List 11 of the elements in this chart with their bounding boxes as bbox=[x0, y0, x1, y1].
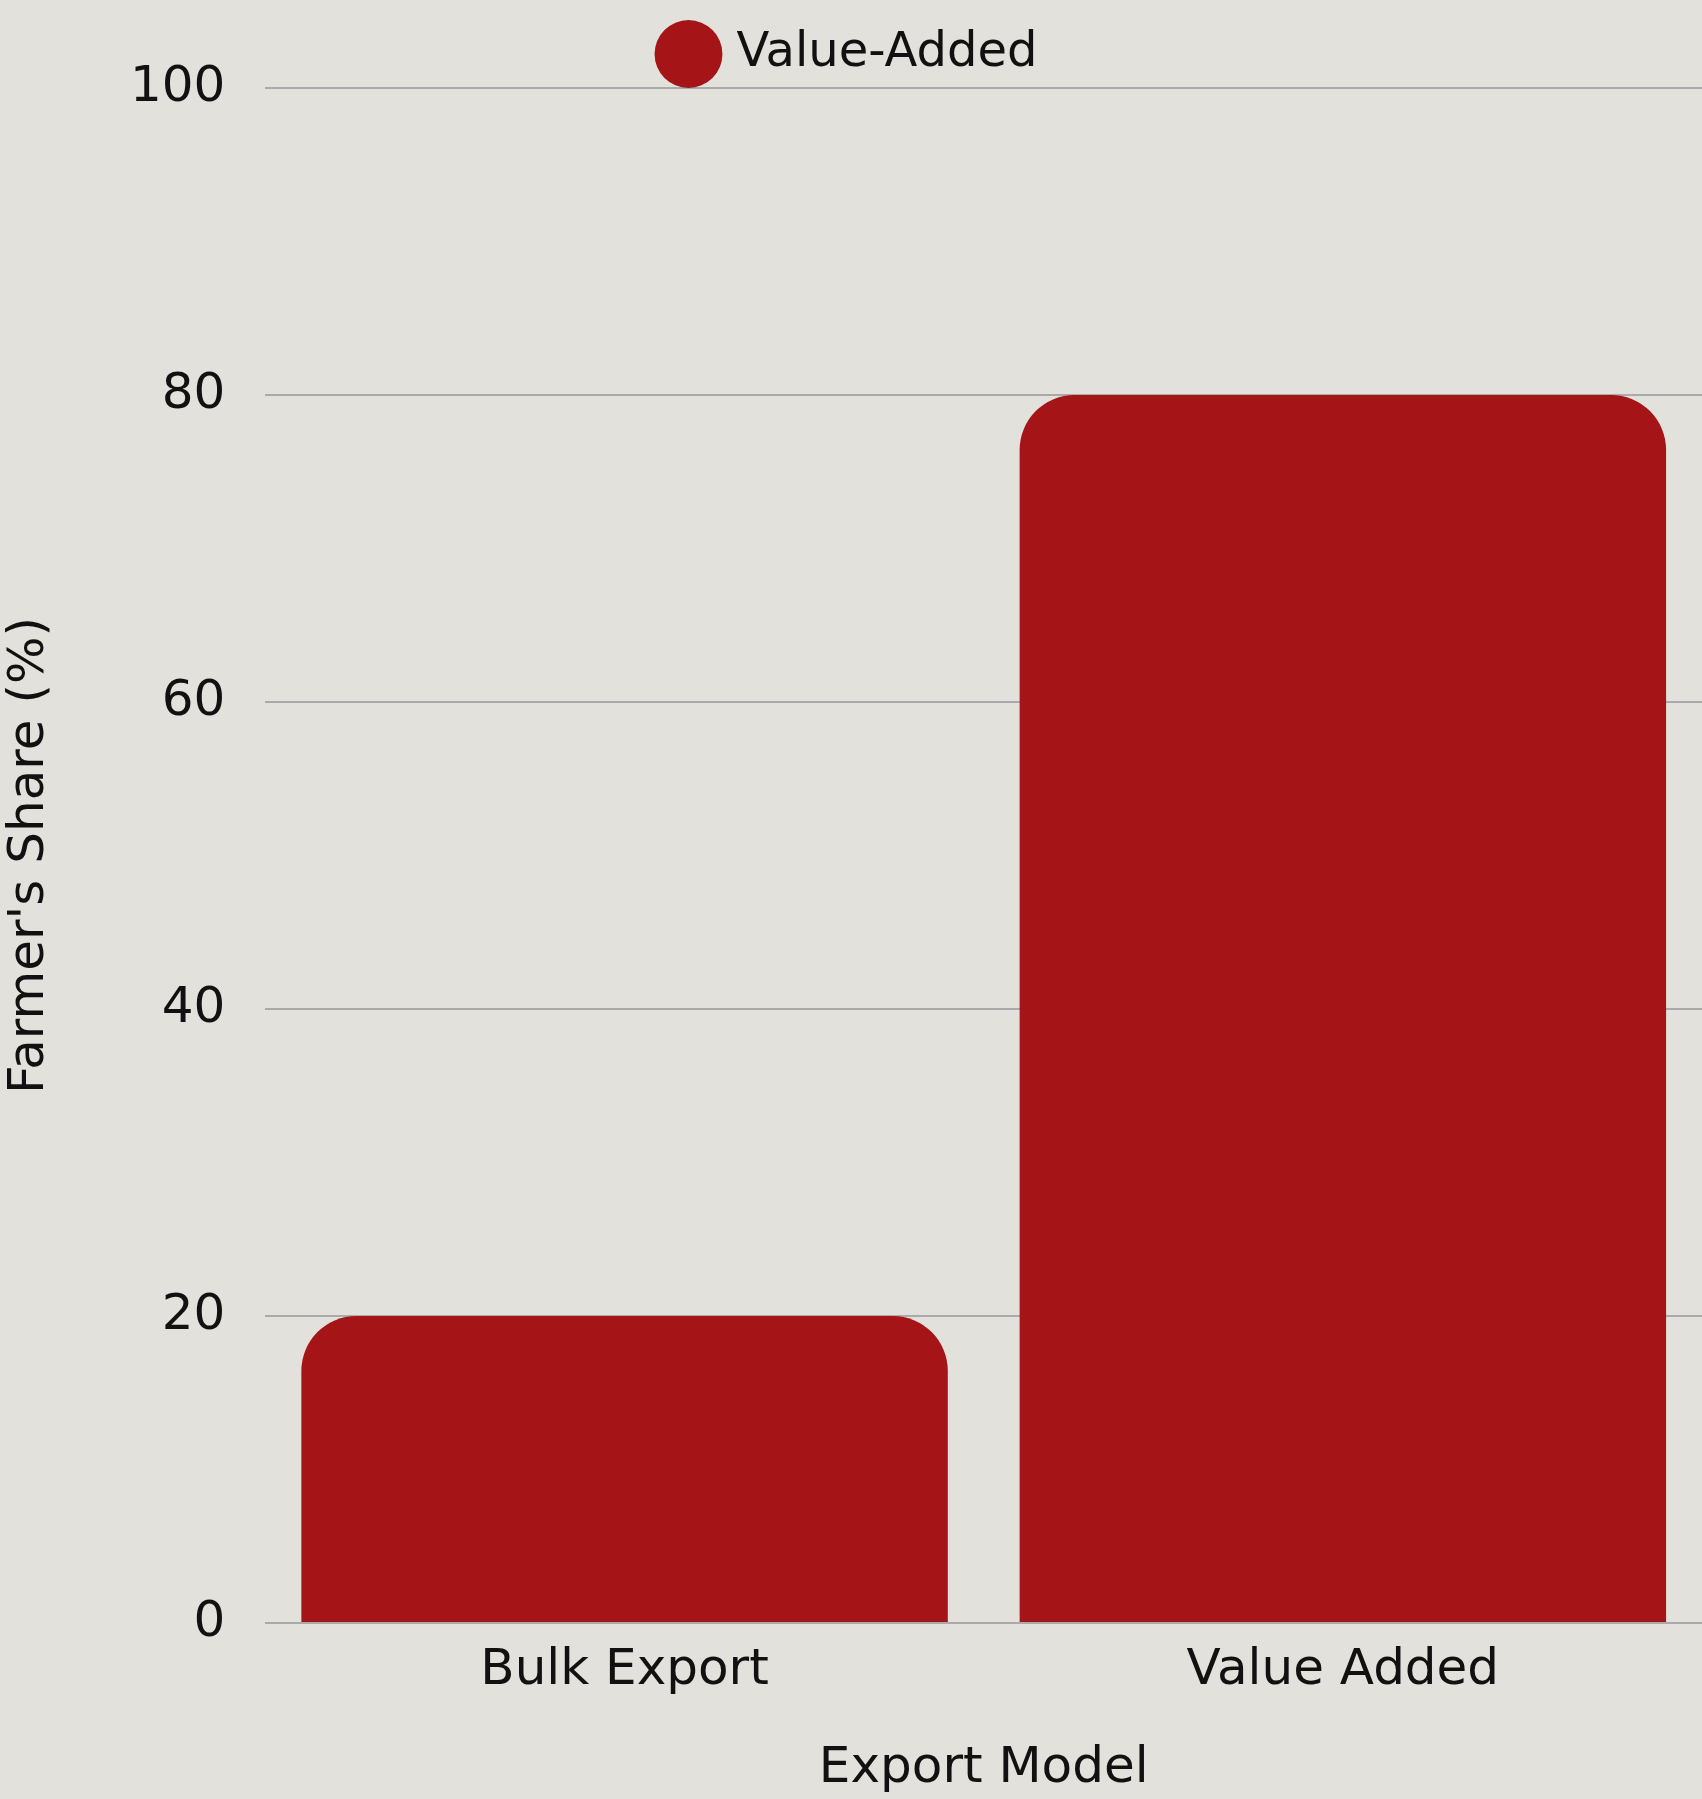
y-tick-label: 100 bbox=[130, 54, 226, 113]
y-tick-label: 60 bbox=[161, 668, 226, 727]
legend-label: Value-Added bbox=[736, 21, 1038, 78]
y-tick-label: 0 bbox=[193, 1589, 226, 1648]
x-tick-label: Value Added bbox=[1186, 1637, 1500, 1696]
x-tick-label: Bulk Export bbox=[480, 1637, 769, 1696]
y-tick-label: 20 bbox=[161, 1282, 226, 1341]
x-axis-title: Export Model bbox=[818, 1735, 1149, 1794]
y-tick-label: 40 bbox=[161, 975, 226, 1034]
y-axis-title: Farmer's Share (%) bbox=[0, 617, 55, 1094]
y-tick-label: 80 bbox=[161, 361, 226, 420]
